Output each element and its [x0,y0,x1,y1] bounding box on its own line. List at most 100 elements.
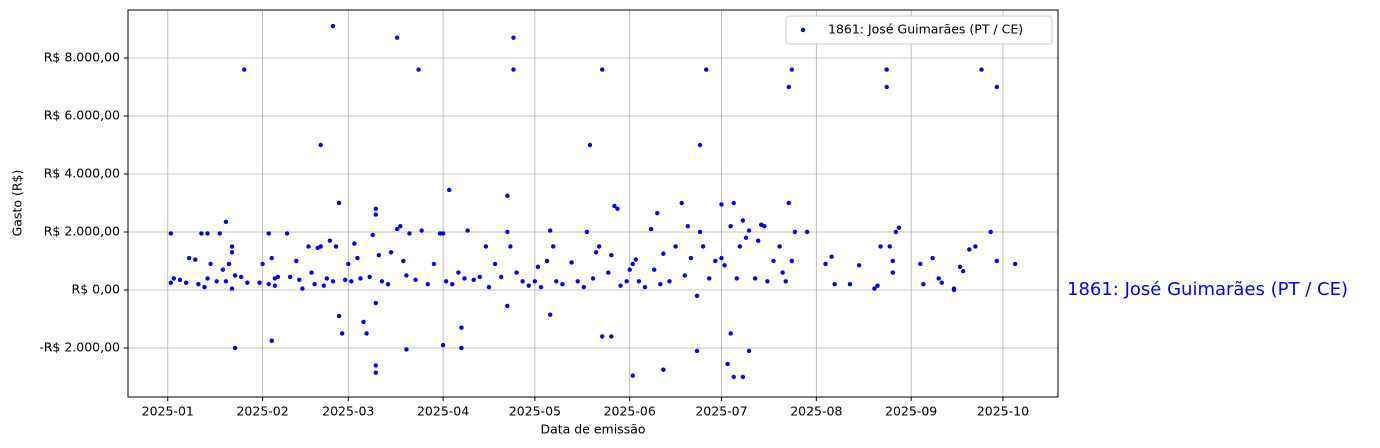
data-point [229,244,235,249]
data-point [832,281,837,287]
data-point [960,268,966,274]
data-point [569,260,574,265]
data-point [370,232,375,238]
data-point [872,286,877,291]
data-point [630,373,635,378]
data-point [584,229,590,235]
data-point [789,258,795,264]
data-point [694,348,700,354]
data-point [459,345,464,351]
data-point [257,280,262,285]
data-point [447,187,452,193]
data-point [238,274,244,280]
data-point [177,277,183,283]
data-point [829,254,834,259]
data-point [336,313,342,319]
data-point [581,284,587,290]
data-point [685,223,691,229]
data-point [272,283,278,288]
x-tick-label: 2025-10 [977,404,1029,419]
data-point [593,250,599,255]
data-point [599,334,605,339]
data-point [921,281,926,287]
data-point [951,287,957,293]
data-point [407,231,412,236]
data-point [269,255,274,261]
x-tick-label: 2025-04 [417,404,469,419]
data-point [890,258,896,264]
data-point [762,223,767,229]
data-point [642,284,648,290]
data-point [884,67,889,72]
data-point [431,261,437,267]
data-point [722,263,727,268]
data-point [526,283,531,288]
data-point [725,361,730,367]
data-point [465,228,470,233]
data-point [459,325,464,330]
data-point [823,261,828,267]
data-point [395,35,400,40]
x-tick-label: 2025-01 [142,404,194,419]
legend: 1861: José Guimarães (PT / CE) [785,15,1053,45]
data-point [547,312,553,317]
data-point [957,264,963,269]
data-point [242,67,247,72]
data-point [183,280,189,285]
data-point [196,281,201,287]
x-tick-label: 2025-09 [885,404,937,419]
x-tick-label: 2025-07 [695,404,747,419]
data-point [508,244,513,249]
x-tick-label: 2025-08 [790,404,842,419]
data-point [440,231,446,236]
data-point [486,284,492,290]
data-point [373,370,378,375]
data-point [661,367,666,372]
data-point [719,255,724,261]
data-point [492,261,498,267]
data-point [599,67,605,72]
data-point [890,270,896,275]
data-point [679,200,684,206]
data-point [450,281,455,287]
data-point [321,283,326,288]
data-point [193,257,198,262]
data-point [804,229,810,235]
data-point [361,319,366,325]
data-point [936,276,941,281]
annotation: 1861: José Guimarães (PT / CE) [1067,279,1348,300]
data-point [875,283,880,288]
data-point [893,229,899,235]
data-point [202,284,207,290]
data-point [728,331,733,336]
data-point [358,276,363,281]
data-point [330,23,336,29]
x-tick-label: 2025-03 [322,404,374,419]
data-point [612,203,617,209]
data-point [373,300,378,306]
data-point [404,347,409,352]
data-point [266,231,271,236]
data-point [294,258,299,264]
data-point [312,281,317,287]
y-tick-label: R$ 6.000,00 [44,107,120,122]
data-point [416,67,421,72]
data-point [471,277,476,283]
data-point [615,206,620,211]
data-point [994,258,1000,264]
data-point [618,283,623,288]
data-point [847,281,853,287]
data-point [765,279,770,284]
data-point [538,284,544,290]
data-point [731,374,736,380]
data-point [703,67,709,72]
data-point [535,264,541,269]
data-point [755,238,761,243]
x-axis-label: Data de emissão [540,422,645,437]
data-point [514,270,519,275]
y-tick-label: R$ 8.000,00 [44,49,120,64]
data-point [648,226,654,232]
data-point [232,273,238,278]
data-point [333,244,339,249]
data-point [734,276,739,281]
